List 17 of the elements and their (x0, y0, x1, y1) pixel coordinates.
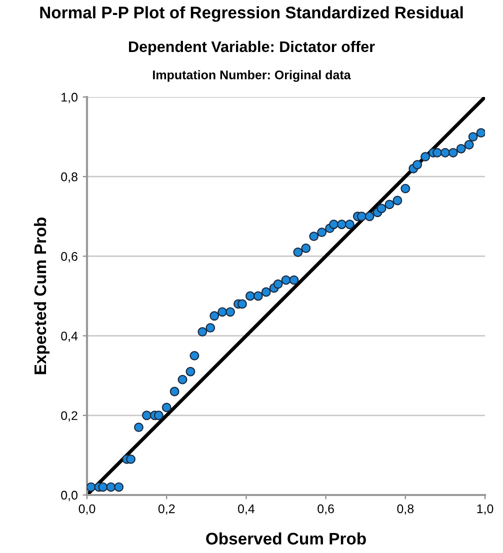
x-axis-title: Observed Cum Prob (206, 532, 366, 545)
x-tick-label: 0,2 (158, 504, 175, 515)
y-tick-label: 0,4 (61, 332, 78, 342)
x-tick-label: 0,4 (238, 504, 255, 515)
y-tick-label: 0,2 (61, 411, 78, 422)
x-tick-label: 0,8 (397, 504, 414, 515)
chart-title: Normal P-P Plot of Regression Standardized Residual (40, 6, 463, 22)
chart-subtitle: Dependent Variable: Dictator offer (129, 40, 375, 56)
y-tick-label: 0,0 (61, 490, 78, 502)
text: Imputation Number: Original data (153, 70, 351, 82)
x-tick-label: 1,0 (477, 504, 494, 515)
y-axis-title: Expected Cum Prob (34, 217, 50, 374)
x-tick-label: 0,6 (318, 504, 334, 515)
y-tick-label: 0,8 (61, 172, 78, 183)
y-tick-label: 1,0 (62, 92, 78, 104)
y-tick-label: 0,6 (61, 252, 78, 262)
x-tick-label: 0,0 (78, 504, 96, 515)
